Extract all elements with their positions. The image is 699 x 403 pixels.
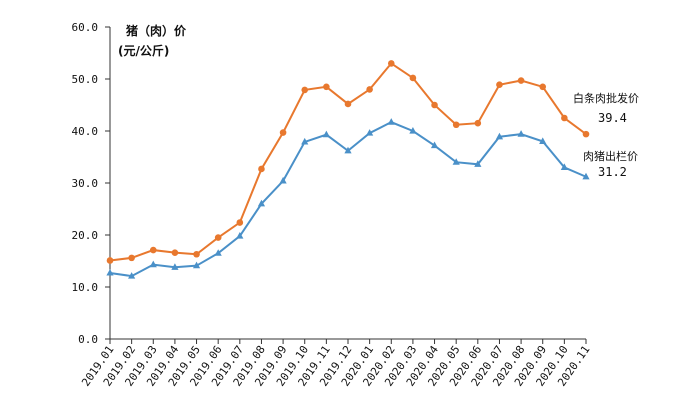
data-point (257, 199, 266, 207)
data-point (236, 232, 244, 239)
data-point (452, 158, 460, 165)
data-point (301, 137, 309, 145)
series-label-liveweight: 肉猪出栏价 (583, 149, 638, 163)
axes (105, 26, 587, 344)
series-group (106, 60, 590, 279)
y-tick-label: 10.0 (72, 281, 99, 294)
data-point (474, 160, 482, 167)
data-point (149, 260, 157, 268)
series-label-wholesale: 白条肉批发价 (573, 91, 639, 105)
y-tick-label: 40.0 (72, 125, 99, 138)
data-point (431, 101, 438, 109)
y-tick-label: 0.0 (78, 333, 98, 346)
data-point (258, 165, 265, 173)
data-point (301, 86, 309, 94)
y-tick-label: 50.0 (72, 73, 99, 86)
data-point (582, 172, 590, 180)
end-value-liveweight: 31.2 (598, 165, 627, 179)
data-point (387, 60, 395, 67)
y-tick-label: 20.0 (72, 229, 99, 242)
data-point (279, 129, 287, 136)
series-1 (106, 60, 590, 264)
data-point (344, 146, 352, 154)
data-point (106, 268, 114, 276)
data-point (495, 132, 504, 140)
data-point (193, 250, 200, 258)
series-2 (106, 118, 590, 279)
data-point (474, 119, 482, 127)
y-tick-labels: 0.0 10.0 20.0 30.0 40.0 50.0 60.0 (72, 21, 99, 346)
data-point (387, 118, 395, 125)
data-point (323, 83, 330, 91)
y-tick-label: 30.0 (72, 177, 99, 190)
y-axis-label: 猪（肉）价 (125, 23, 187, 38)
data-point (322, 130, 330, 138)
data-point (236, 219, 244, 226)
data-point (517, 77, 525, 84)
data-point (214, 249, 222, 256)
data-point (517, 130, 525, 137)
data-point (366, 129, 374, 136)
data-point (409, 74, 417, 82)
data-point (214, 234, 222, 241)
data-point (561, 114, 568, 122)
series-line (109, 62, 587, 262)
y-axis-unit: (元/公斤) (118, 43, 169, 58)
data-point (366, 86, 373, 93)
data-point (430, 141, 439, 149)
data-point (149, 246, 157, 254)
data-point (452, 121, 460, 129)
data-point (171, 263, 179, 270)
data-point (128, 272, 136, 279)
data-point (539, 83, 547, 91)
data-point (279, 176, 287, 184)
data-point (106, 257, 114, 264)
data-point (192, 261, 201, 269)
data-point (171, 249, 179, 256)
data-point (560, 163, 568, 170)
end-value-wholesale: 39.4 (598, 111, 627, 125)
series-labels: 白条肉批发价 39.4 肉猪出栏价 31.2 (573, 91, 639, 179)
data-point (539, 137, 547, 144)
data-point (496, 81, 503, 89)
data-point (582, 130, 590, 138)
data-point (128, 254, 135, 262)
data-point (409, 127, 417, 134)
data-point (344, 100, 352, 108)
y-tick-label: 60.0 (72, 21, 99, 34)
x-tick-labels: 2019.012019.022019.032019.042019.052019.… (79, 343, 592, 389)
